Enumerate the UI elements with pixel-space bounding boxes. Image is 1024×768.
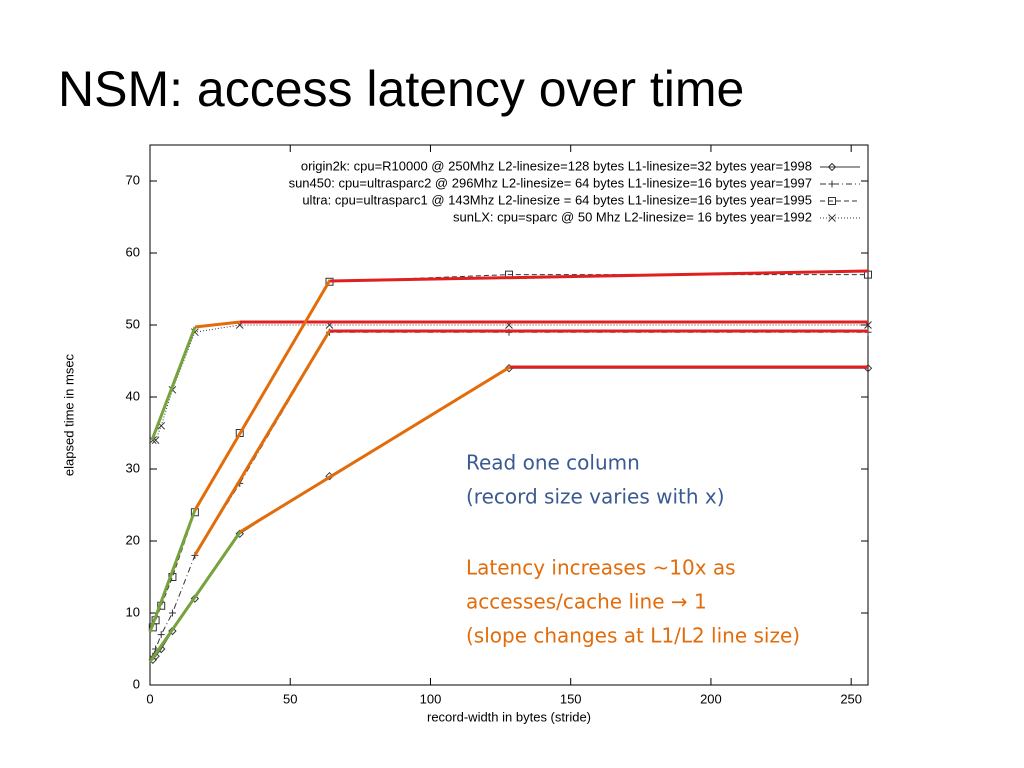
legend-label: sun450: cpu=ultrasparc2 @ 296Mhz L2-line… xyxy=(289,175,812,190)
x-tick-label: 250 xyxy=(840,691,862,706)
note: accesses/cache line → 1 xyxy=(466,590,707,614)
y-tick-label: 10 xyxy=(126,604,140,619)
x-tick-label: 0 xyxy=(146,691,153,706)
y-tick-label: 60 xyxy=(126,244,140,259)
plot-frame xyxy=(149,144,869,686)
note: Read one column xyxy=(466,451,640,475)
x-tick-label: 100 xyxy=(420,691,442,706)
x-tick-label: 50 xyxy=(283,691,297,706)
note: Latency increases ~10x as xyxy=(466,556,736,580)
note: (slope changes at L1/L2 line size) xyxy=(466,624,800,648)
legend-marker xyxy=(828,197,836,205)
y-tick-label: 20 xyxy=(126,532,140,547)
marker xyxy=(168,609,176,617)
legend-label: sunLX: cpu=sparc @ 50 Mhz L2-linesize= 1… xyxy=(453,209,812,224)
x-tick-label: 150 xyxy=(560,691,582,706)
x-tick-label: 200 xyxy=(700,691,722,706)
marker xyxy=(864,270,872,279)
legend-marker xyxy=(828,180,836,188)
series: sunLX: cpu=sparc @ 50 Mhz L2-linesize= 1… xyxy=(148,209,872,445)
marker xyxy=(190,594,200,603)
y-axis-label: elapsed time in msec xyxy=(61,353,76,476)
y-tick-label: 0 xyxy=(133,676,140,691)
y-tick-label: 30 xyxy=(126,460,140,475)
highlight xyxy=(329,269,869,283)
highlights xyxy=(148,269,869,663)
x-axis-label: record-width in bytes (stride) xyxy=(427,709,591,724)
highlight xyxy=(194,320,241,329)
note: (record size varies with x) xyxy=(466,485,725,509)
legend-label: origin2k: cpu=R10000 @ 250Mhz L2-linesiz… xyxy=(301,158,812,173)
series: sun450: cpu=ultrasparc2 @ 296Mhz L2-line… xyxy=(149,175,872,660)
marker xyxy=(168,626,177,636)
slide-title: NSM: access latency over time xyxy=(58,61,744,117)
highlight xyxy=(148,509,197,633)
marker xyxy=(235,529,244,539)
y-tick-label: 50 xyxy=(126,316,140,331)
marker xyxy=(325,277,334,286)
legend-label: ultra: cpu=ultrasparc1 @ 143Mhz L2-lines… xyxy=(302,192,812,207)
highlight xyxy=(193,279,332,511)
legend-marker xyxy=(828,214,836,222)
y-tick-label: 40 xyxy=(126,388,140,403)
highlight xyxy=(148,531,242,663)
series-line xyxy=(152,324,868,441)
axes: 0 50 100 150 200 250 0 10 20 30 40 50 60 70 record-wid… xyxy=(61,145,868,724)
legend-marker xyxy=(827,162,837,172)
highlight xyxy=(239,365,511,534)
highlight xyxy=(193,329,332,556)
marker xyxy=(157,631,165,639)
series-line xyxy=(152,367,868,661)
y-tick-label: 70 xyxy=(126,172,140,187)
series: origin2k: cpu=R10000 @ 250Mhz L2-linesiz… xyxy=(148,158,873,665)
highlight xyxy=(150,326,197,441)
